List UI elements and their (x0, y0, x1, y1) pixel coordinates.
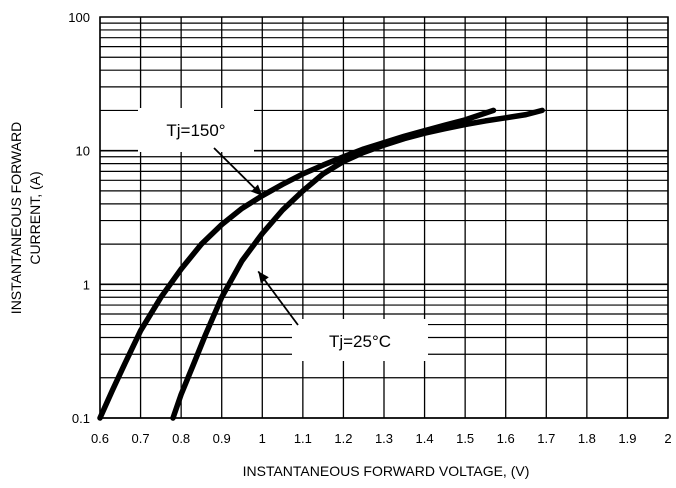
annotation-arrow (257, 270, 299, 326)
annotation-arrowhead (250, 184, 263, 196)
annotation-arrowhead (258, 271, 269, 284)
tick-labels: 0.6 0.7 0.8 0.9 1 1.1 1.2 1.3 1.4 1.5 1.6 1.7 1.8 1.9… (68, 10, 671, 446)
x-tick-label: 1.9 (618, 431, 636, 446)
x-tick-label: 1 (259, 431, 266, 446)
x-tick-label: 1.1 (294, 431, 312, 446)
y-axis-title-line1: INSTANTANEOUS FORWARD (8, 122, 24, 314)
x-tick-label: 0.9 (213, 431, 231, 446)
y-tick-label: 100 (68, 10, 90, 25)
x-tick-label: 0.6 (91, 431, 109, 446)
series-curves (97, 107, 545, 421)
x-tick-label: 1.6 (497, 431, 515, 446)
x-tick-label: 1.3 (375, 431, 393, 446)
annotation-label: Tj=25°C (329, 332, 391, 351)
x-tick-label: 2 (664, 431, 671, 446)
x-tick-label: 1.7 (537, 431, 555, 446)
annotations: Tj=150° Tj=25°C (138, 108, 428, 361)
annotation-box (292, 319, 428, 361)
x-tick-label: 0.7 (132, 431, 150, 446)
series-line-2 (170, 107, 545, 421)
annotation-box (138, 108, 254, 152)
x-tick-label: 1.8 (578, 431, 596, 446)
annotation-arrow (213, 147, 263, 197)
y-tick-label: 10 (76, 144, 90, 159)
x-tick-label: 1.2 (334, 431, 352, 446)
x-tick-label: 1.4 (416, 431, 434, 446)
y-tick-label: 1 (83, 277, 90, 292)
x-axis-title: INSTANTANEOUS FORWARD VOLTAGE, (V) (243, 463, 530, 479)
annotation-label: Tj=150° (166, 121, 225, 140)
y-axis-title-line2: CURRENT, (A) (27, 171, 43, 264)
plot-frame (99, 16, 669, 419)
x-tick-label: 1.5 (456, 431, 474, 446)
x-tick-label: 0.8 (172, 431, 190, 446)
y-tick-label: 0.1 (72, 411, 90, 426)
